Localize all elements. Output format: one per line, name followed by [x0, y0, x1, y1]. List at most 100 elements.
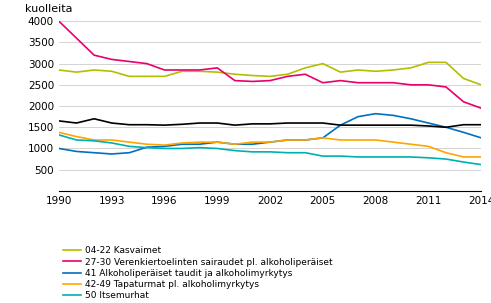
27-30 Verenkiertoelinten sairaudet pl. alkoholiperäiset: [144, 62, 150, 65]
41 Alkoholiperäiset taudit ja alkoholimyrkytys: [126, 151, 132, 155]
50 Itsemurhat: [285, 151, 291, 155]
42-49 Tapaturmat pl. alkoholimyrkytys: [461, 155, 466, 159]
50 Itsemurhat: [320, 154, 326, 158]
04-22 Kasvaimet: [144, 75, 150, 78]
Muut syyt: [144, 123, 150, 127]
50 Itsemurhat: [355, 155, 361, 159]
04-22 Kasvaimet: [443, 61, 449, 64]
41 Alkoholiperäiset taudit ja alkoholimyrkytys: [56, 147, 62, 150]
04-22 Kasvaimet: [373, 69, 379, 73]
27-30 Verenkiertoelinten sairaudet pl. alkoholiperäiset: [390, 81, 396, 85]
41 Alkoholiperäiset taudit ja alkoholimyrkytys: [179, 142, 185, 146]
50 Itsemurhat: [162, 147, 167, 150]
27-30 Verenkiertoelinten sairaudet pl. alkoholiperäiset: [478, 106, 484, 110]
Legend: 04-22 Kasvaimet, 27-30 Verenkiertoelinten sairaudet pl. alkoholiperäiset, 41 Alk: 04-22 Kasvaimet, 27-30 Verenkiertoelinte…: [63, 246, 333, 303]
50 Itsemurhat: [390, 155, 396, 159]
27-30 Verenkiertoelinten sairaudet pl. alkoholiperäiset: [267, 79, 273, 82]
27-30 Verenkiertoelinten sairaudet pl. alkoholiperäiset: [91, 53, 97, 57]
Muut syyt: [425, 124, 431, 128]
41 Alkoholiperäiset taudit ja alkoholimyrkytys: [285, 138, 291, 142]
27-30 Verenkiertoelinten sairaudet pl. alkoholiperäiset: [215, 66, 220, 70]
Muut syyt: [443, 125, 449, 129]
Muut syyt: [197, 121, 203, 125]
41 Alkoholiperäiset taudit ja alkoholimyrkytys: [425, 121, 431, 125]
Text: kuolleita: kuolleita: [25, 5, 73, 15]
27-30 Verenkiertoelinten sairaudet pl. alkoholiperäiset: [443, 85, 449, 89]
50 Itsemurhat: [302, 151, 308, 155]
Muut syyt: [390, 123, 396, 127]
41 Alkoholiperäiset taudit ja alkoholimyrkytys: [197, 142, 203, 146]
50 Itsemurhat: [249, 150, 255, 154]
27-30 Verenkiertoelinten sairaudet pl. alkoholiperäiset: [56, 19, 62, 23]
04-22 Kasvaimet: [179, 69, 185, 73]
Muut syyt: [478, 123, 484, 127]
42-49 Tapaturmat pl. alkoholimyrkytys: [373, 138, 379, 142]
Muut syyt: [320, 121, 326, 125]
42-49 Tapaturmat pl. alkoholimyrkytys: [320, 136, 326, 140]
42-49 Tapaturmat pl. alkoholimyrkytys: [285, 138, 291, 142]
04-22 Kasvaimet: [74, 70, 80, 74]
42-49 Tapaturmat pl. alkoholimyrkytys: [267, 140, 273, 144]
42-49 Tapaturmat pl. alkoholimyrkytys: [232, 142, 238, 146]
04-22 Kasvaimet: [478, 83, 484, 87]
42-49 Tapaturmat pl. alkoholimyrkytys: [109, 138, 114, 142]
41 Alkoholiperäiset taudit ja alkoholimyrkytys: [249, 142, 255, 146]
04-22 Kasvaimet: [215, 70, 220, 74]
50 Itsemurhat: [179, 147, 185, 150]
04-22 Kasvaimet: [302, 66, 308, 70]
42-49 Tapaturmat pl. alkoholimyrkytys: [425, 145, 431, 148]
04-22 Kasvaimet: [408, 66, 414, 70]
41 Alkoholiperäiset taudit ja alkoholimyrkytys: [162, 145, 167, 148]
27-30 Verenkiertoelinten sairaudet pl. alkoholiperäiset: [179, 68, 185, 72]
Line: Muut syyt: Muut syyt: [59, 119, 481, 127]
04-22 Kasvaimet: [267, 75, 273, 78]
42-49 Tapaturmat pl. alkoholimyrkytys: [144, 142, 150, 146]
04-22 Kasvaimet: [285, 72, 291, 76]
42-49 Tapaturmat pl. alkoholimyrkytys: [478, 155, 484, 159]
27-30 Verenkiertoelinten sairaudet pl. alkoholiperäiset: [74, 36, 80, 40]
Muut syyt: [285, 121, 291, 125]
41 Alkoholiperäiset taudit ja alkoholimyrkytys: [215, 140, 220, 144]
Muut syyt: [355, 123, 361, 127]
41 Alkoholiperäiset taudit ja alkoholimyrkytys: [302, 138, 308, 142]
42-49 Tapaturmat pl. alkoholimyrkytys: [74, 135, 80, 138]
42-49 Tapaturmat pl. alkoholimyrkytys: [337, 138, 343, 142]
04-22 Kasvaimet: [91, 68, 97, 72]
42-49 Tapaturmat pl. alkoholimyrkytys: [197, 140, 203, 144]
Line: 04-22 Kasvaimet: 04-22 Kasvaimet: [59, 62, 481, 85]
42-49 Tapaturmat pl. alkoholimyrkytys: [443, 151, 449, 155]
41 Alkoholiperäiset taudit ja alkoholimyrkytys: [337, 123, 343, 127]
50 Itsemurhat: [478, 163, 484, 166]
Muut syyt: [267, 122, 273, 126]
Muut syyt: [232, 123, 238, 127]
27-30 Verenkiertoelinten sairaudet pl. alkoholiperäiset: [373, 81, 379, 85]
Muut syyt: [461, 123, 466, 127]
41 Alkoholiperäiset taudit ja alkoholimyrkytys: [109, 152, 114, 156]
50 Itsemurhat: [215, 147, 220, 150]
04-22 Kasvaimet: [56, 68, 62, 72]
Muut syyt: [302, 121, 308, 125]
Line: 50 Itsemurhat: 50 Itsemurhat: [59, 135, 481, 165]
42-49 Tapaturmat pl. alkoholimyrkytys: [126, 140, 132, 144]
42-49 Tapaturmat pl. alkoholimyrkytys: [91, 138, 97, 142]
Muut syyt: [126, 123, 132, 127]
50 Itsemurhat: [197, 146, 203, 149]
Muut syyt: [74, 121, 80, 125]
27-30 Verenkiertoelinten sairaudet pl. alkoholiperäiset: [249, 80, 255, 83]
04-22 Kasvaimet: [337, 70, 343, 74]
Muut syyt: [56, 119, 62, 123]
Muut syyt: [373, 123, 379, 127]
42-49 Tapaturmat pl. alkoholimyrkytys: [302, 138, 308, 142]
Muut syyt: [215, 121, 220, 125]
27-30 Verenkiertoelinten sairaudet pl. alkoholiperäiset: [337, 79, 343, 82]
04-22 Kasvaimet: [249, 74, 255, 77]
42-49 Tapaturmat pl. alkoholimyrkytys: [56, 131, 62, 134]
50 Itsemurhat: [144, 146, 150, 149]
27-30 Verenkiertoelinten sairaudet pl. alkoholiperäiset: [461, 100, 466, 104]
41 Alkoholiperäiset taudit ja alkoholimyrkytys: [267, 140, 273, 144]
42-49 Tapaturmat pl. alkoholimyrkytys: [162, 143, 167, 147]
42-49 Tapaturmat pl. alkoholimyrkytys: [215, 140, 220, 144]
Muut syyt: [337, 123, 343, 127]
42-49 Tapaturmat pl. alkoholimyrkytys: [390, 140, 396, 144]
04-22 Kasvaimet: [355, 68, 361, 72]
